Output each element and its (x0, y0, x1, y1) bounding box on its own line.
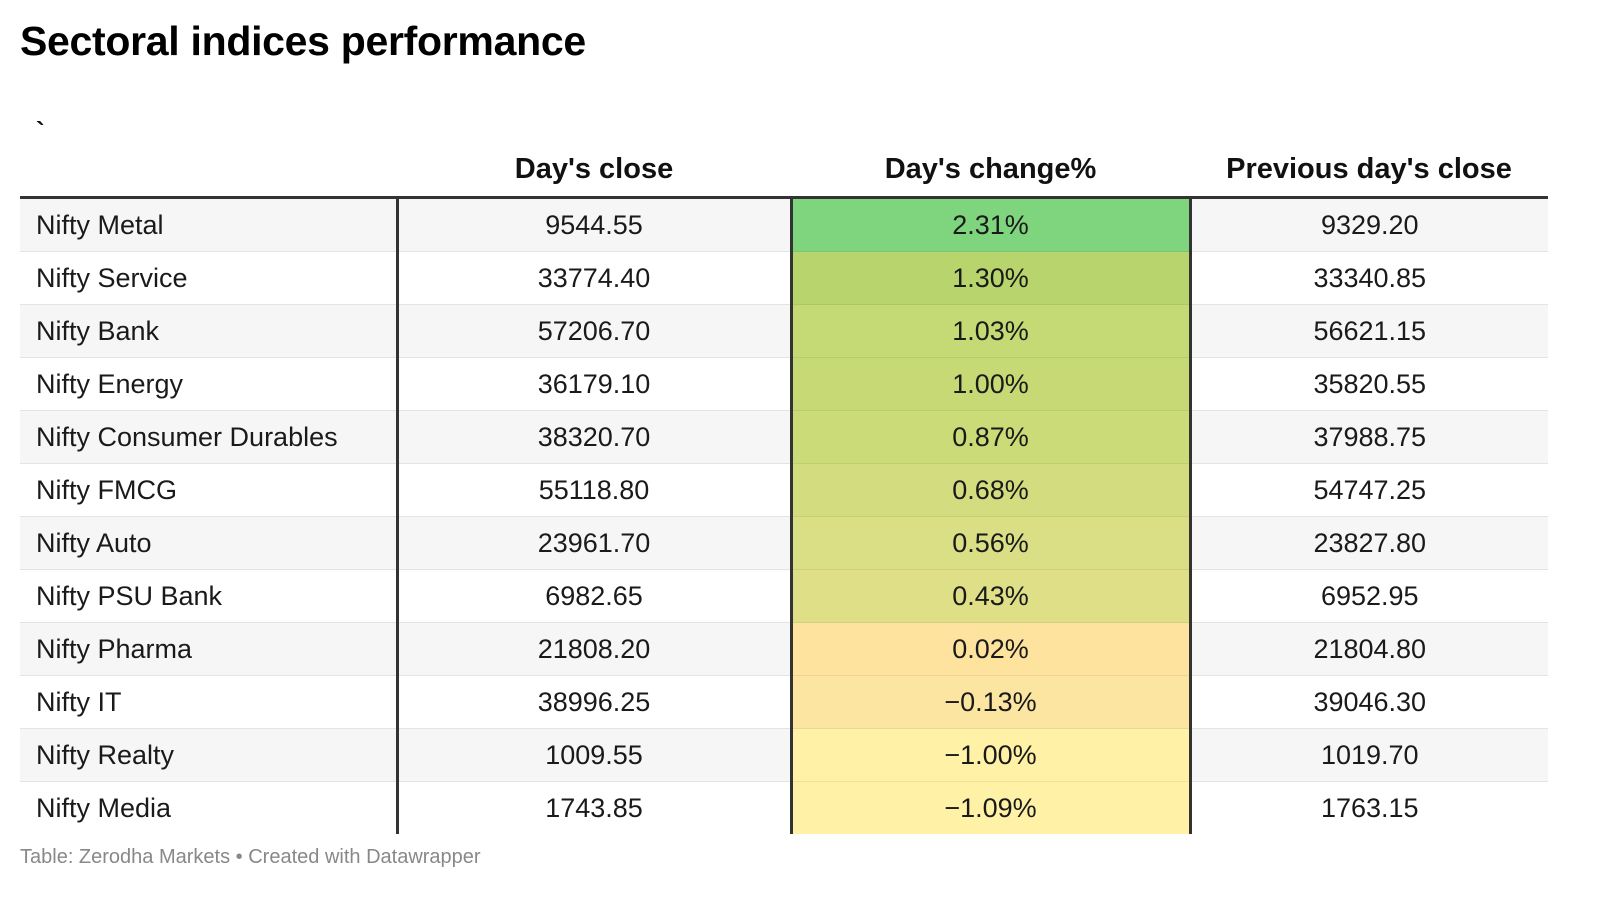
table-row: Nifty Realty 1009.55 −1.00% 1019.70 (20, 728, 1548, 782)
days-change-cell: −1.00% (791, 728, 1192, 782)
sectoral-indices-table: ` Day's close Day's change% Previous day… (20, 104, 1548, 834)
days-close-cell: 36179.10 (397, 357, 793, 411)
table-row: Nifty Media 1743.85 −1.09% 1763.15 (20, 781, 1548, 834)
days-close-cell: 23961.70 (397, 516, 793, 570)
days-change-cell: −0.13% (791, 675, 1192, 729)
column-header-previous-close[interactable]: Previous day's close (1190, 104, 1548, 199)
previous-close-cell: 21804.80 (1190, 622, 1548, 676)
table-row: Nifty Bank 57206.70 1.03% 56621.15 (20, 304, 1548, 358)
table-row: Nifty PSU Bank 6982.65 0.43% 6952.95 (20, 569, 1548, 623)
table-row: Nifty Metal 9544.55 2.31% 9329.20 (20, 197, 1548, 252)
previous-close-cell: 56621.15 (1190, 304, 1548, 358)
source-note: Table: Zerodha Markets (20, 846, 231, 868)
days-change-cell: 0.68% (791, 463, 1192, 517)
footer-separator: • (230, 846, 249, 868)
table-row: Nifty Auto 23961.70 0.56% 23827.80 (20, 516, 1548, 570)
table-row: Nifty Energy 36179.10 1.00% 35820.55 (20, 357, 1548, 411)
index-name-cell: Nifty IT (20, 675, 399, 729)
days-change-cell: 0.87% (791, 410, 1192, 464)
days-change-cell: 1.30% (791, 251, 1192, 305)
chart-title: Sectoral indices performance (20, 18, 586, 64)
days-change-cell: 0.02% (791, 622, 1192, 676)
previous-close-cell: 54747.25 (1190, 463, 1548, 517)
index-name-cell: Nifty PSU Bank (20, 569, 399, 623)
previous-close-cell: 1019.70 (1190, 728, 1548, 782)
table-header: ` Day's close Day's change% Previous day… (20, 104, 1548, 199)
days-change-cell: 0.56% (791, 516, 1192, 570)
index-name-cell: Nifty Bank (20, 304, 399, 358)
days-change-cell: 1.00% (791, 357, 1192, 411)
days-close-cell: 33774.40 (397, 251, 793, 305)
previous-close-cell: 1763.15 (1190, 781, 1548, 834)
table-footer: Table: Zerodha Markets • Created with Da… (20, 846, 481, 869)
column-header-days-close[interactable]: Day's close (397, 104, 791, 199)
previous-close-cell: 6952.95 (1190, 569, 1548, 623)
table-row: Nifty Consumer Durables 38320.70 0.87% 3798… (20, 410, 1548, 464)
header-row: ` Day's close Day's change% Previous day… (20, 104, 1548, 199)
index-name-cell: Nifty FMCG (20, 463, 399, 517)
previous-close-cell: 35820.55 (1190, 357, 1548, 411)
table-row: Nifty IT 38996.25 −0.13% 39046.30 (20, 675, 1548, 729)
days-change-cell: −1.09% (791, 781, 1192, 834)
index-name-cell: Nifty Auto (20, 516, 399, 570)
index-name-cell: Nifty Consumer Durables (20, 410, 399, 464)
days-change-cell: 1.03% (791, 304, 1192, 358)
days-close-cell: 6982.65 (397, 569, 793, 623)
column-header-index[interactable]: ` (20, 104, 397, 199)
previous-close-cell: 33340.85 (1190, 251, 1548, 305)
previous-close-cell: 39046.30 (1190, 675, 1548, 729)
table-row: Nifty Pharma 21808.20 0.02% 21804.80 (20, 622, 1548, 676)
days-close-cell: 38996.25 (397, 675, 793, 729)
index-name-cell: Nifty Energy (20, 357, 399, 411)
days-change-cell: 2.31% (791, 197, 1192, 252)
days-close-cell: 21808.20 (397, 622, 793, 676)
column-header-days-change[interactable]: Day's change% (791, 104, 1190, 199)
previous-close-cell: 23827.80 (1190, 516, 1548, 570)
previous-close-cell: 9329.20 (1190, 197, 1548, 252)
previous-close-cell: 37988.75 (1190, 410, 1548, 464)
table-row: Nifty FMCG 55118.80 0.68% 54747.25 (20, 463, 1548, 517)
days-close-cell: 57206.70 (397, 304, 793, 358)
days-change-cell: 0.43% (791, 569, 1192, 623)
table-body: Nifty Metal 9544.55 2.31% 9329.20 Nifty Serv… (20, 197, 1548, 834)
index-name-cell: Nifty Realty (20, 728, 399, 782)
index-name-cell: Nifty Pharma (20, 622, 399, 676)
days-close-cell: 55118.80 (397, 463, 793, 517)
days-close-cell: 1743.85 (397, 781, 793, 834)
index-name-cell: Nifty Media (20, 781, 399, 834)
index-name-cell: Nifty Service (20, 251, 399, 305)
days-close-cell: 9544.55 (397, 197, 793, 252)
credit-link[interactable]: Created with Datawrapper (248, 846, 481, 868)
table-row: Nifty Service 33774.40 1.30% 33340.85 (20, 251, 1548, 305)
days-close-cell: 1009.55 (397, 728, 793, 782)
days-close-cell: 38320.70 (397, 410, 793, 464)
index-name-cell: Nifty Metal (20, 197, 399, 252)
